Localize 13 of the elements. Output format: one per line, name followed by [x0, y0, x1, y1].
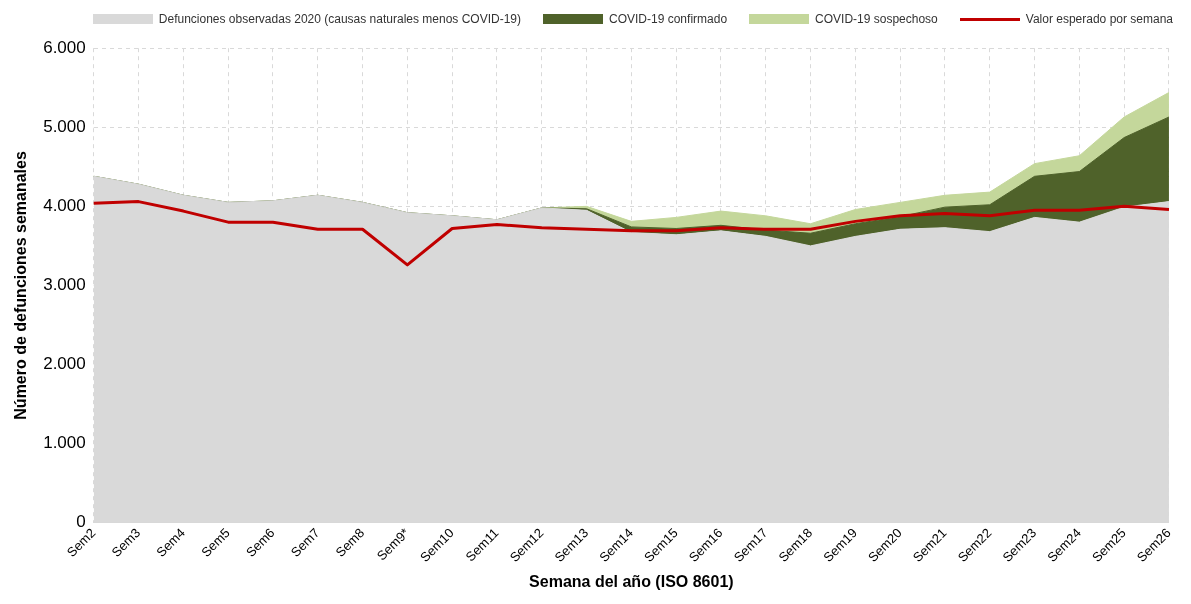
y-tick-label: 0	[76, 512, 86, 532]
legend-label: Defunciones observadas 2020 (causas naturales menos COVID-19)	[158, 12, 522, 26]
y-tick-label: 6.000	[43, 37, 86, 57]
y-tick-label: 1.000	[43, 433, 86, 453]
y-tick-label: 2.000	[43, 354, 86, 374]
y-axis-title: Número de defunciones semanales	[12, 151, 30, 420]
x-axis-title: Semana del año (ISO 8601)	[529, 572, 734, 590]
legend-label: Valor esperado por semana	[1025, 12, 1173, 26]
legend-label: COVID-19 sospechoso	[815, 12, 938, 26]
y-tick-label: 4.000	[43, 196, 86, 216]
legend-label: COVID-19 confirmado	[609, 12, 728, 26]
y-tick-label: 5.000	[43, 116, 86, 136]
y-tick-label: 3.000	[43, 275, 86, 295]
